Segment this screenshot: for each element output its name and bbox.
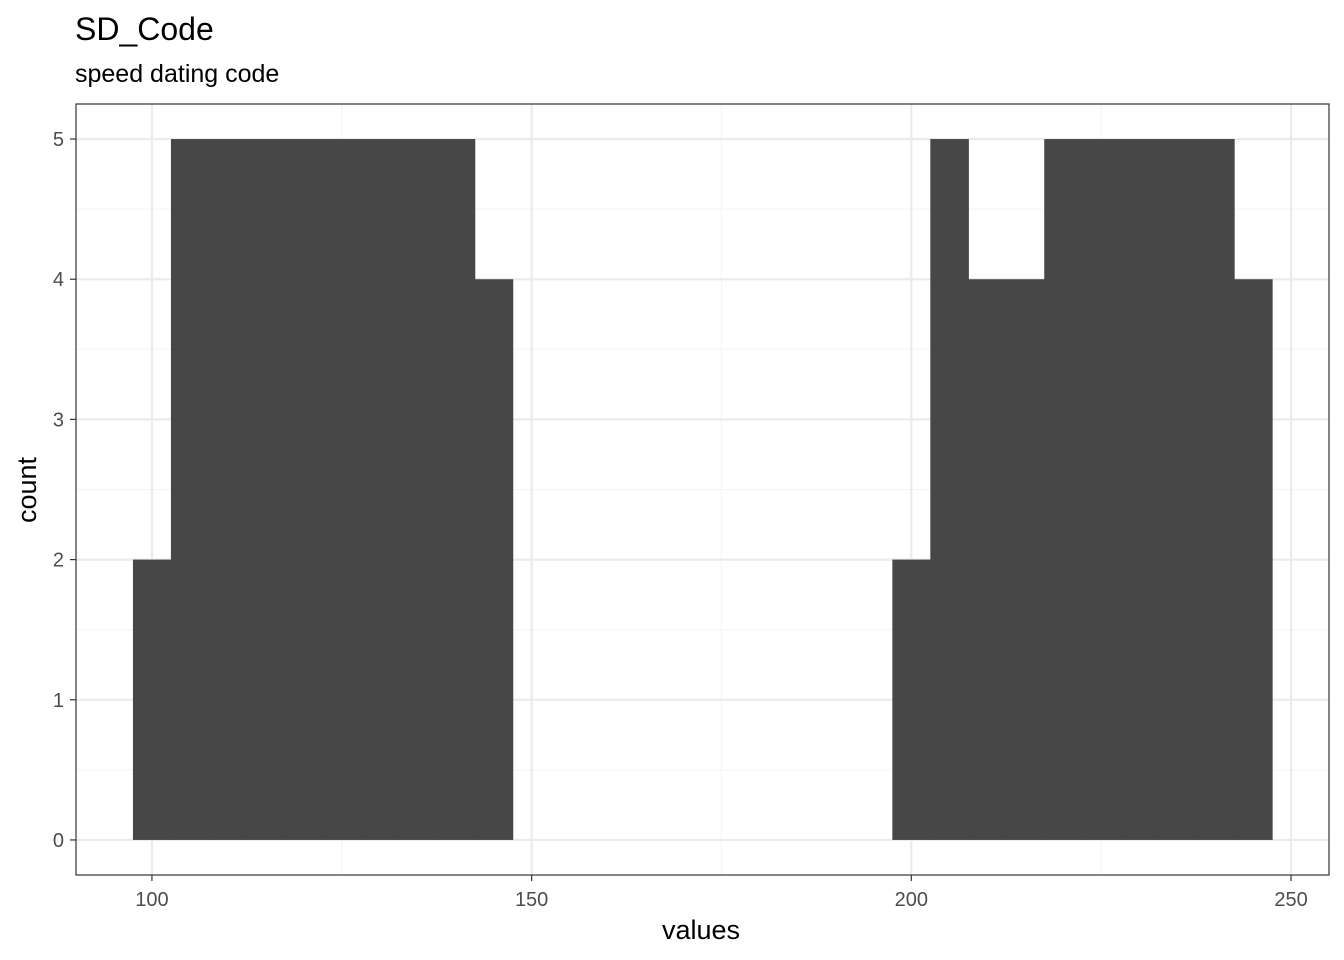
histogram-bar-17 bbox=[1158, 139, 1197, 840]
y-tick-label-5: 5 bbox=[53, 129, 64, 151]
y-axis-ticks: 0 1 2 3 4 5 bbox=[53, 129, 76, 852]
x-axis-ticks: 100 150 200 250 bbox=[135, 875, 1308, 911]
histogram-bar-1 bbox=[170, 139, 210, 840]
histogram-bar-18 bbox=[1196, 139, 1235, 840]
y-tick-label-1: 1 bbox=[53, 690, 64, 712]
histogram-bar-11 bbox=[930, 139, 969, 840]
histogram-bar-3 bbox=[246, 139, 286, 840]
histogram-bar-5 bbox=[322, 139, 362, 840]
x-tick-label-3: 250 bbox=[1274, 889, 1307, 911]
histogram-bar-4 bbox=[284, 139, 324, 840]
panel-border bbox=[75, 103, 1330, 876]
histogram-bar-14 bbox=[1044, 139, 1083, 840]
y-axis-title: count bbox=[12, 456, 42, 523]
histogram-bar-12 bbox=[968, 279, 1007, 840]
histogram-bar-10 bbox=[892, 559, 931, 840]
y-tick-label-2: 2 bbox=[53, 550, 64, 572]
histogram-bar-8 bbox=[436, 139, 476, 840]
x-tick-label-1: 150 bbox=[515, 889, 548, 911]
histogram-bar-7 bbox=[398, 139, 438, 840]
y-tick-label-3: 3 bbox=[53, 409, 64, 431]
y-tick-label-0: 0 bbox=[53, 830, 64, 852]
x-axis-title: values bbox=[662, 915, 740, 945]
histogram-bar-16 bbox=[1120, 139, 1159, 840]
histogram-bar-2 bbox=[208, 139, 248, 840]
x-tick-label-0: 100 bbox=[135, 889, 168, 911]
chart-subtitle: speed dating code bbox=[75, 60, 279, 88]
histogram-bars bbox=[132, 139, 1273, 840]
histogram-bar-9 bbox=[474, 279, 514, 840]
histogram-bar-15 bbox=[1082, 139, 1121, 840]
histogram-bar-13 bbox=[1006, 279, 1045, 840]
x-tick-label-2: 200 bbox=[895, 889, 928, 911]
y-tick-label-4: 4 bbox=[53, 269, 64, 291]
chart-title: SD_Code bbox=[75, 11, 214, 47]
histogram-bar-19 bbox=[1234, 279, 1273, 840]
histogram-bar-0 bbox=[132, 559, 172, 840]
histogram-bar-6 bbox=[360, 139, 400, 840]
